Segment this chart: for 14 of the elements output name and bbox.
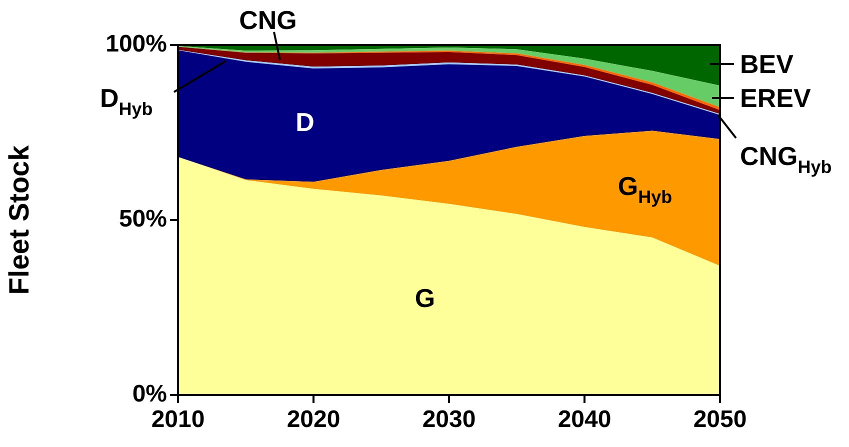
x-tick-label: 2020 [286, 406, 340, 434]
series-label: EREV [740, 83, 812, 114]
series-label: CNG [239, 5, 297, 36]
y-axis-title: Fleet Stock [4, 144, 35, 295]
y-tick-label: 0% [132, 380, 167, 408]
x-tick-label: 2010 [151, 406, 205, 434]
series-label: G [414, 283, 436, 314]
x-tick-label: 2030 [422, 406, 476, 434]
series-label: BEV [740, 49, 794, 80]
y-tick-label: 50% [118, 206, 167, 233]
x-tick-label: 2040 [558, 406, 612, 434]
y-tick-label: 100% [106, 30, 167, 58]
series-label: D [296, 107, 314, 138]
x-tick-label: 2050 [693, 406, 747, 434]
